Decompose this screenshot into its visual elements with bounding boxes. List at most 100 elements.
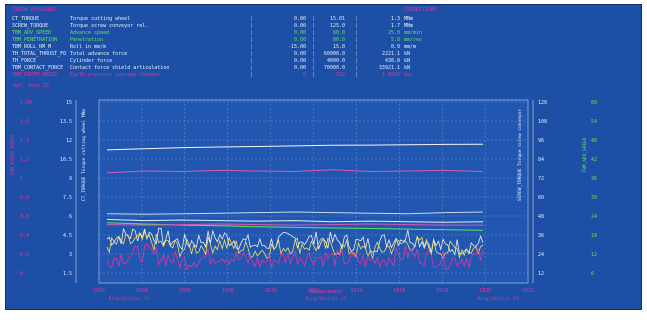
parameter-min: 0.00 xyxy=(293,37,306,43)
parameter-row: TBM_CONTACT_FORCE Contact force shield ar… xyxy=(12,65,637,72)
parameter-min: 0.00 xyxy=(293,65,306,71)
x-axis-tick: 1016 xyxy=(393,288,405,294)
left-axis-tick: 1.5 xyxy=(63,271,72,277)
far-right-axis-tick: 6 xyxy=(591,271,594,277)
parameter-unit: bar xyxy=(404,72,414,78)
column-separator: | xyxy=(355,58,359,64)
right-axis-tick: 72 xyxy=(538,176,544,182)
parameter-value: 33921.1 xyxy=(378,65,400,71)
column-separator: | xyxy=(250,44,254,50)
left-axis-tick: 15 xyxy=(66,100,72,106)
left-axis-tick: 7.5 xyxy=(63,195,72,201)
series-line-5 xyxy=(106,223,483,226)
x-axis-tick: 1012 xyxy=(307,288,319,294)
far-left-axis-tick: 1.84 xyxy=(20,100,32,106)
parameter-value: 0.9 xyxy=(390,44,400,50)
parameter-row: TH_TOTAL_THRUST_FORCE Total advance force… xyxy=(12,51,637,58)
x-axis-tick: 1006 xyxy=(179,288,191,294)
right-axis-tick: 120 xyxy=(538,100,547,106)
x-axis-tick: 1020 xyxy=(479,288,491,294)
parameter-unit: mm/min xyxy=(404,30,423,36)
parameter-max: 15.0 xyxy=(332,44,345,50)
parameter-unit: MNm xyxy=(404,23,414,29)
tbm-monitor-screen: ERROR EXPLORER CORRECTIONS CT_TORQUE Torq… xyxy=(5,4,642,310)
column-separator: | xyxy=(312,16,316,22)
x-axis-sublabel: Ring/Section 23 xyxy=(306,296,347,302)
series-line-7 xyxy=(106,229,484,259)
parameter-max: 70000.0 xyxy=(323,65,345,71)
parameter-id: TBM_PENETRATION xyxy=(12,37,58,43)
far-left-axis-tick: 0.2 xyxy=(20,252,29,258)
column-separator: | xyxy=(355,44,359,50)
series-line-2 xyxy=(106,211,484,215)
trend-chart: 15 13.5 12 10.5 9 7.5 6 4.5 3 1.5 1.84 1.6 1.4 1.2 1 0.… xyxy=(10,99,597,302)
parameter-description: Torque cutting wheel xyxy=(70,16,131,22)
far-left-axis-tick: 0.6 xyxy=(20,214,29,220)
x-axis-label: Advancement xyxy=(309,289,342,295)
parameter-min: 0.00 xyxy=(293,51,306,57)
far-right-axis-tick: 24 xyxy=(591,214,597,220)
left-axis-tick: 6 xyxy=(69,214,72,220)
x-axis-tick: 1008 xyxy=(222,288,234,294)
parameter-id: TBM_ADV_SPEED xyxy=(12,30,52,36)
parameter-min: 0.00 xyxy=(293,30,306,36)
parameter-description: Total advance force xyxy=(70,51,128,57)
far-right-axis-tick: 12 xyxy=(591,252,597,258)
right-axis-label: SCREW_TORQUE Torque screw conveyor xyxy=(517,109,523,201)
x-axis-sublabel: Ring/Section 24 xyxy=(478,296,519,302)
parameter-row: TBM_PENETRATION Penetration 0.00 80.0 5.8 mm/… xyxy=(12,37,637,44)
parameter-row: TH_FORCE Cylinder force 0.00 4000.0 438.0 kN |… xyxy=(12,58,637,65)
far-right-axis-tick: 30 xyxy=(591,195,597,201)
column-separator: | xyxy=(312,37,316,43)
far-right-axis-tick: 42 xyxy=(591,157,597,163)
left-axis-label: CT_TORQUE Torque cutting wheel MNm xyxy=(81,109,87,201)
column-separator: | xyxy=(312,44,316,50)
header-title-right: CORRECTIONS xyxy=(404,7,438,13)
x-axis-sublabel: Ring/Section 22 xyxy=(109,296,150,302)
parameter-max: 512 xyxy=(335,72,345,78)
x-axis-tick: 1004 xyxy=(136,288,148,294)
parameter-unit: mm/rev xyxy=(404,37,423,43)
left-axis-tick: 13.5 xyxy=(60,119,72,125)
right-axis-tick: 36 xyxy=(538,233,544,239)
right-axis-tick: 108 xyxy=(538,119,547,125)
column-separator: | xyxy=(250,37,254,43)
x-axis-tick: 1002 xyxy=(93,288,105,294)
parameter-id: TH_FORCE xyxy=(12,58,37,64)
right-axis-tick: 12 xyxy=(538,271,544,277)
parameter-unit: mm/m xyxy=(404,44,417,50)
parameter-min: 0.00 xyxy=(293,23,306,29)
left-axis-tick: 10.5 xyxy=(60,157,72,163)
parameter-value: 1.3 xyxy=(390,16,400,22)
column-separator: | xyxy=(355,65,359,71)
column-separator: | xyxy=(250,58,254,64)
column-separator: | xyxy=(312,65,316,71)
parameter-row: TBM_ADV_SPEED Advance speed 0.00 60.0 25.0 mm… xyxy=(12,30,637,37)
parameter-value: 25.0 xyxy=(387,30,400,36)
left-axis-tick: 4.5 xyxy=(63,233,72,239)
column-separator: | xyxy=(250,65,254,71)
far-right-axis-tick: 36 xyxy=(591,176,597,182)
parameter-min: 0 xyxy=(302,72,306,78)
far-right-axis-tick: 48 xyxy=(591,138,597,144)
header-note: Ref. test 22 xyxy=(13,83,50,89)
parameter-max: 4000.0 xyxy=(326,58,345,64)
far-right-axis-label: TBM_ADV_SPEED xyxy=(582,137,588,173)
parameter-unit: kN xyxy=(404,58,411,64)
left-axis-tick: 12 xyxy=(66,138,72,144)
parameter-row: CT_TORQUE Torque cutting wheel 0.00 15.01 1.… xyxy=(12,16,637,23)
column-separator: | xyxy=(250,51,254,57)
parameter-value: 2221.1 xyxy=(381,51,400,57)
parameter-min: 0.00 xyxy=(293,58,306,64)
column-separator: | xyxy=(355,72,359,78)
parameter-min: 0.00 xyxy=(293,16,306,22)
parameter-description: Torque screw conveyor rel. xyxy=(70,23,149,29)
column-separator: | xyxy=(355,23,359,29)
column-separator: | xyxy=(355,16,359,22)
parameter-row: SCREW_TORQUE Torque screw conveyor rel. 0.… xyxy=(12,23,637,30)
series-line-0 xyxy=(106,143,484,151)
parameter-max: 125.0 xyxy=(329,23,345,29)
column-separator: | xyxy=(312,58,316,64)
right-axis-tick: 48 xyxy=(538,214,544,220)
parameter-value: 1.7 xyxy=(390,23,400,29)
